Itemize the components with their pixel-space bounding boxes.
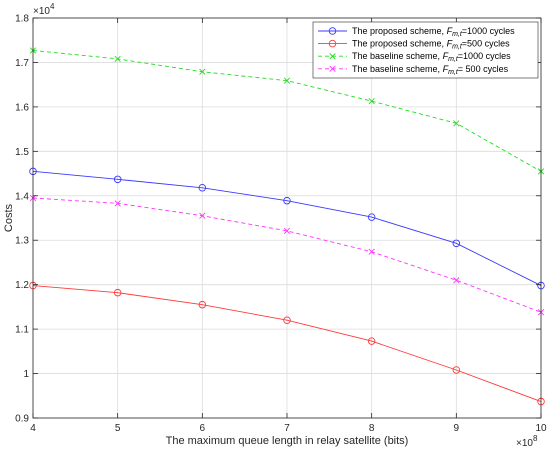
series-4-point	[283, 227, 291, 235]
series-3-point	[199, 68, 206, 75]
y-tick-label: 1.7	[15, 58, 29, 69]
series-1-point	[452, 239, 461, 248]
series-3-point	[114, 55, 121, 63]
series-2-line	[32, 285, 542, 402]
y-tick-label: 1.2	[15, 280, 29, 291]
series-3-point	[283, 77, 291, 84]
legend-label: The proposed scheme, Fm,t=1000 cycles	[352, 26, 515, 38]
series-1-point	[113, 175, 122, 184]
series-4-point-stroke-b	[114, 200, 121, 207]
legend-swatch-marker-stroke-b	[329, 65, 336, 72]
legend-box	[312, 21, 539, 79]
legend-swatch-marker-stroke-b	[329, 53, 336, 60]
series-3-point-stroke-b	[453, 120, 460, 127]
x-tick-label: 6	[200, 423, 206, 434]
y-tick-label: 1.4	[15, 191, 29, 202]
series-2-point	[113, 288, 122, 297]
series-4-point-stroke-b	[199, 212, 206, 219]
x-tick-label: 4	[30, 423, 36, 434]
legend-swatch-marker	[329, 53, 336, 60]
series-3-point-stroke-b	[199, 68, 206, 75]
x-tick-label: 5	[115, 423, 121, 434]
legend-swatch-marker	[328, 27, 337, 35]
y-tick-label: 1.5	[15, 147, 29, 158]
series-4-point-stroke-b	[368, 248, 375, 255]
series-4	[29, 194, 545, 316]
series-4-point-stroke-b	[283, 227, 291, 235]
series-3-point	[368, 97, 375, 105]
y-tick-label: 1	[23, 369, 29, 380]
x-axis-label: The maximum queue length in relay satell…	[166, 435, 409, 447]
series-1-point	[367, 213, 376, 221]
series-3	[29, 47, 545, 175]
y-tick-label: 1.1	[15, 325, 29, 336]
ticks: 4 5 6 7 8 9 10 0.9 1 1.1 1.2 1.3 1.4 1.5 1.6 1.7 1.8	[15, 14, 547, 435]
y-tick-label: 0.9	[15, 414, 29, 425]
series-4-point-stroke-b	[453, 277, 460, 284]
series-1-point	[198, 184, 207, 192]
x-tick-label: 7	[284, 423, 290, 434]
legend-entry-4: The baseline scheme, Fm,t= 500 cycles	[318, 64, 509, 76]
series-layer	[29, 47, 545, 406]
y-tick-label: 1.8	[15, 14, 29, 25]
x-axis-multiplier: ×108	[516, 434, 538, 449]
series-2-point	[367, 337, 376, 345]
series-4-point	[199, 212, 206, 219]
series-2-point	[283, 316, 291, 324]
series-4-point	[114, 200, 121, 207]
series-3-point-stroke-b	[368, 97, 375, 105]
legend-label: The baseline scheme, Fm,t= 500 cycles	[352, 64, 509, 76]
series-4-point	[368, 248, 375, 255]
series-3-point-stroke-b	[283, 77, 291, 84]
x-tick-label: 10	[535, 423, 547, 434]
series-2-point	[452, 366, 461, 374]
y-tick-label: 1.6	[15, 102, 29, 113]
legend-entry-1: The proposed scheme, Fm,t=1000 cycles	[318, 26, 515, 38]
y-axis-label: Costs	[3, 203, 15, 232]
legend-swatch-marker	[329, 65, 336, 72]
y-axis-multiplier: ×104	[33, 2, 55, 17]
legend-entry-2: The proposed scheme, Fm,t=500 cycles	[318, 39, 510, 51]
x-tick-label: 9	[454, 423, 460, 434]
series-2-point	[198, 300, 207, 309]
series-3-point-stroke-b	[114, 55, 121, 63]
legend: The proposed scheme, Fm,t=1000 cyclesThe…	[312, 21, 539, 79]
x-tick-label: 8	[369, 423, 375, 434]
legend-entry-3: The baseline scheme, Fm,t=1000 cycles	[318, 51, 511, 63]
legend-label: The proposed scheme, Fm,t=500 cycles	[352, 39, 510, 51]
series-3-point	[453, 120, 460, 127]
series-1-line	[32, 170, 542, 286]
y-tick-label: 1.3	[15, 236, 29, 247]
series-4-point	[453, 277, 460, 284]
series-1-point	[283, 196, 291, 205]
legend-label: The baseline scheme, Fm,t=1000 cycles	[352, 51, 511, 63]
legend-swatch-marker	[328, 39, 337, 48]
